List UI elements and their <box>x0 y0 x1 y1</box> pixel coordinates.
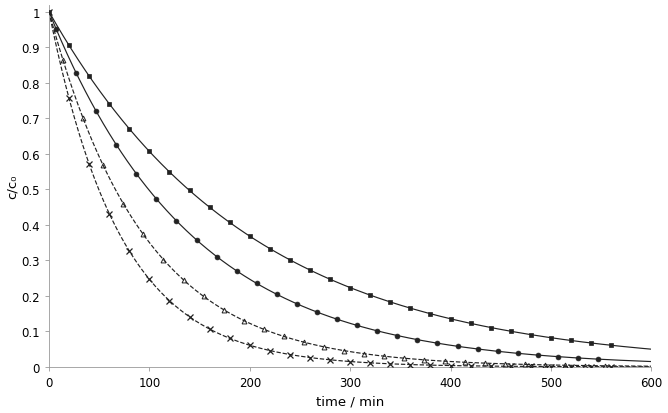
Y-axis label: c/c₀: c/c₀ <box>5 174 19 199</box>
X-axis label: time / min: time / min <box>316 394 384 408</box>
